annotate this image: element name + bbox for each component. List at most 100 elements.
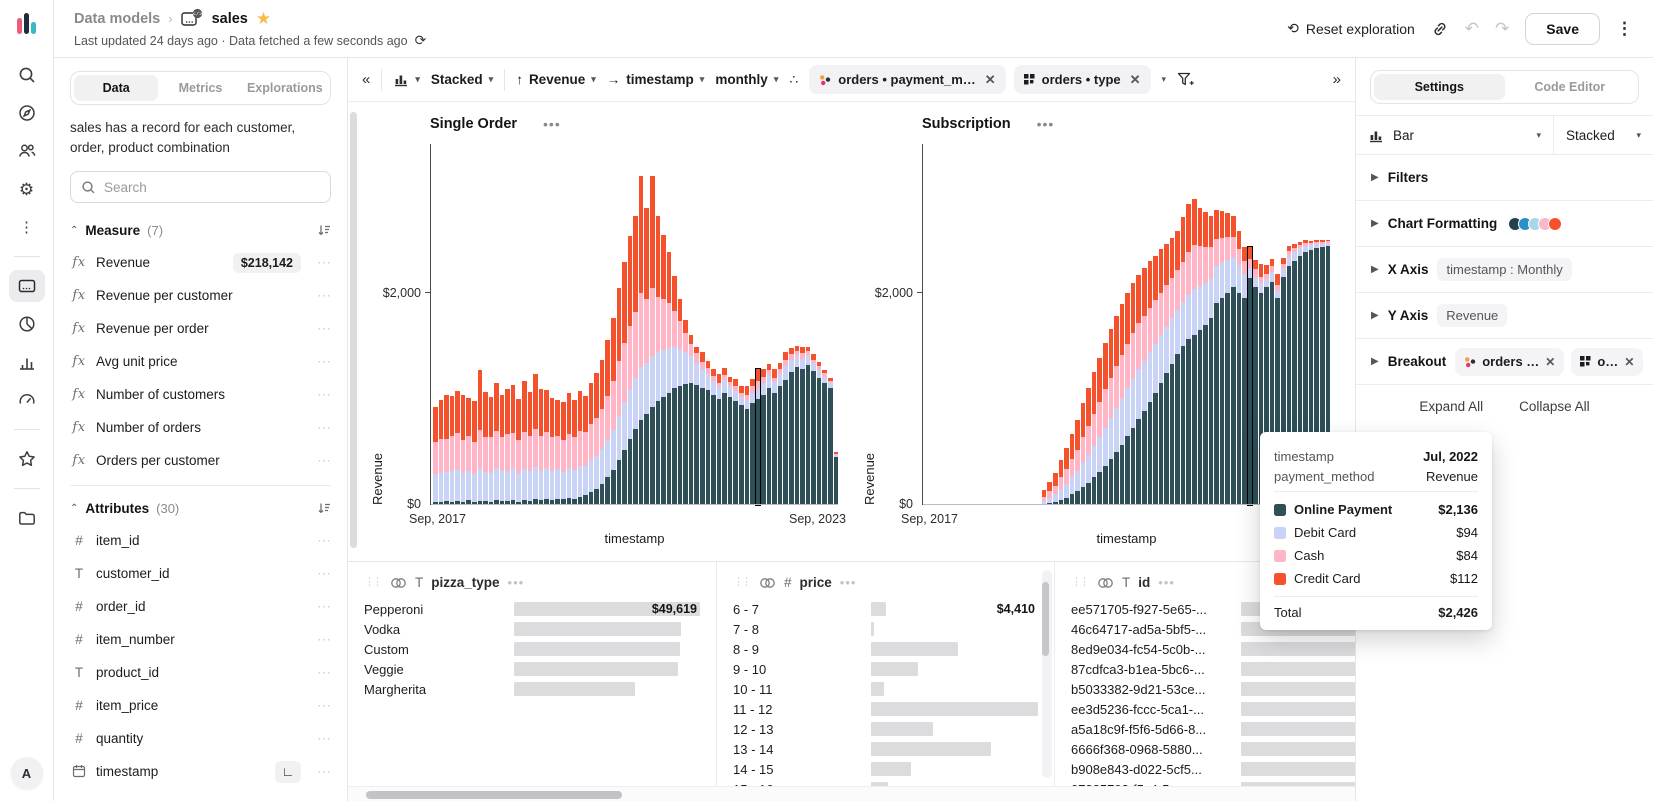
stacked-bar[interactable] — [1052, 144, 1058, 505]
value-row[interactable]: Vodka — [364, 619, 700, 639]
stacked-bar[interactable] — [522, 144, 527, 505]
stacked-bar[interactable] — [1286, 144, 1292, 505]
stacked-bar[interactable] — [777, 144, 783, 505]
stacked-bar[interactable] — [805, 144, 811, 505]
stacked-bar[interactable] — [577, 144, 583, 505]
stacked-bar[interactable] — [1080, 144, 1086, 505]
collapse-all-link[interactable]: Collapse All — [1519, 399, 1590, 414]
value-row[interactable]: 10 - 11 — [733, 679, 1038, 699]
measure-section-header[interactable]: ⌃ Measure (7) — [70, 218, 331, 242]
stacked-bar[interactable] — [544, 144, 549, 505]
attribute-item[interactable]: T product_id ⋯ — [70, 656, 331, 689]
measure-item[interactable]: fx Number of orders ⋯ — [70, 411, 331, 444]
stacked-bar[interactable] — [555, 144, 560, 505]
stacked-bar[interactable] — [494, 144, 499, 505]
folder-icon[interactable] — [9, 502, 45, 534]
stacked-bar[interactable] — [1219, 144, 1225, 505]
stacked-bar[interactable] — [772, 144, 777, 505]
stacked-bar[interactable] — [700, 144, 705, 505]
stacked-bar[interactable] — [1031, 144, 1036, 505]
measure-item[interactable]: fx Number of customers ⋯ — [70, 378, 331, 411]
stacked-bar[interactable] — [1230, 144, 1236, 505]
field-menu-icon[interactable]: ⋯ — [317, 697, 331, 714]
column-menu-icon[interactable]: ••• — [507, 575, 525, 590]
value-row[interactable]: b908e843-d022-5cf5... — [1071, 759, 1355, 779]
stacked-bar[interactable] — [622, 144, 627, 505]
stacked-bar[interactable] — [925, 144, 930, 505]
measure-item[interactable]: fx Revenue per order ⋯ — [70, 312, 331, 345]
stacked-bar[interactable] — [970, 144, 975, 505]
stacked-bar[interactable] — [1114, 144, 1119, 505]
stacked-bar[interactable] — [549, 144, 555, 505]
stacked-bar[interactable] — [588, 144, 594, 505]
chart-menu-icon[interactable]: ••• — [543, 116, 561, 132]
stacked-bar[interactable] — [1308, 144, 1314, 505]
field-menu-icon[interactable]: ⋯ — [317, 598, 331, 615]
stacked-bar[interactable] — [1014, 144, 1019, 505]
stacked-bar[interactable] — [716, 144, 722, 505]
redo-icon[interactable]: ↷ — [1495, 18, 1510, 38]
value-row[interactable]: Veggie — [364, 659, 700, 679]
stacked-bar[interactable] — [566, 144, 572, 505]
tab-metrics[interactable]: Metrics — [178, 81, 223, 95]
favorite-star-icon[interactable]: ★ — [255, 9, 272, 28]
attribute-item[interactable]: # quantity ⋯ — [70, 722, 331, 755]
field-menu-icon[interactable]: ⋯ — [317, 763, 331, 780]
stacked-bar[interactable] — [627, 144, 633, 505]
stacked-bar[interactable] — [510, 144, 516, 505]
share-link-icon[interactable] — [1431, 20, 1449, 38]
stacked-bar[interactable] — [1208, 144, 1214, 505]
breakout-chip[interactable]: orders • type ✕ — [1013, 65, 1151, 94]
stacked-bar[interactable] — [1275, 144, 1280, 505]
stacked-bar[interactable] — [1147, 144, 1153, 505]
value-row[interactable]: ee3d5236-fccc-5ca1-... — [1071, 699, 1355, 719]
bar-chart-icon[interactable] — [9, 346, 45, 378]
x-field-dropdown[interactable]: → timestamp ▾ — [606, 72, 705, 87]
viz-type-select[interactable]: Bar ▾ — [1356, 116, 1553, 154]
stacked-bar[interactable] — [1091, 144, 1097, 505]
add-filter-icon[interactable] — [1177, 72, 1194, 87]
stacked-bar[interactable] — [1036, 144, 1041, 505]
field-menu-icon[interactable]: ⋯ — [317, 353, 331, 370]
stacked-bar[interactable] — [1108, 144, 1114, 505]
granularity-dropdown[interactable]: monthly ▾ — [715, 72, 779, 87]
column-header[interactable]: ⋮⋮ T pizza_type ••• — [348, 562, 716, 599]
stacked-bar[interactable] — [811, 144, 816, 505]
measure-item[interactable]: fx Orders per customer ⋯ — [70, 444, 331, 477]
stacked-bar[interactable] — [992, 144, 997, 505]
stacked-bar[interactable] — [1292, 144, 1297, 505]
user-avatar[interactable]: A — [10, 757, 43, 789]
stacked-bar[interactable] — [705, 144, 711, 505]
stacked-bar[interactable] — [1246, 144, 1254, 506]
stacked-bar[interactable] — [483, 144, 488, 505]
stacked-bar[interactable] — [1319, 144, 1325, 505]
compass-icon[interactable] — [9, 97, 45, 129]
column-menu-icon[interactable]: ••• — [1158, 575, 1175, 590]
stacked-bar[interactable] — [1136, 144, 1141, 505]
stacked-bar[interactable] — [1141, 144, 1147, 505]
value-row[interactable]: 13 - 14 — [733, 739, 1038, 759]
stacked-bar[interactable] — [738, 144, 744, 505]
field-menu-icon[interactable]: ⋯ — [317, 532, 331, 549]
tab-code-editor[interactable]: Code Editor — [1534, 80, 1606, 94]
y-axis-section[interactable]: ▶ Y Axis Revenue — [1356, 293, 1653, 339]
stacked-bar[interactable] — [1258, 144, 1264, 505]
stacked-bar[interactable] — [975, 144, 980, 505]
value-row[interactable]: 8ed9e034-fc54-5c0b-... — [1071, 639, 1355, 659]
breakout-chip[interactable]: orders … ✕ — [1455, 347, 1565, 376]
stacked-bar[interactable] — [605, 144, 610, 505]
attribute-item[interactable]: # order_id ⋯ — [70, 590, 331, 623]
stacked-bar[interactable] — [744, 144, 750, 505]
stacked-bar[interactable] — [1264, 144, 1269, 505]
stacked-bar[interactable] — [594, 144, 599, 505]
stacked-bar[interactable] — [611, 144, 616, 505]
field-menu-icon[interactable]: ⋯ — [317, 254, 331, 271]
collapse-chevron-icon[interactable]: ⌃ — [70, 224, 79, 236]
measure-item[interactable]: fx Revenue $218,142 ⋯ — [70, 246, 331, 279]
stacked-bar[interactable] — [1236, 144, 1242, 505]
filters-section[interactable]: ▶ Filters — [1356, 155, 1653, 201]
stacked-bar[interactable] — [733, 144, 738, 505]
stacked-bar[interactable] — [449, 144, 455, 505]
stacked-bar[interactable] — [694, 144, 699, 505]
measure-item[interactable]: fx Avg unit price ⋯ — [70, 345, 331, 378]
